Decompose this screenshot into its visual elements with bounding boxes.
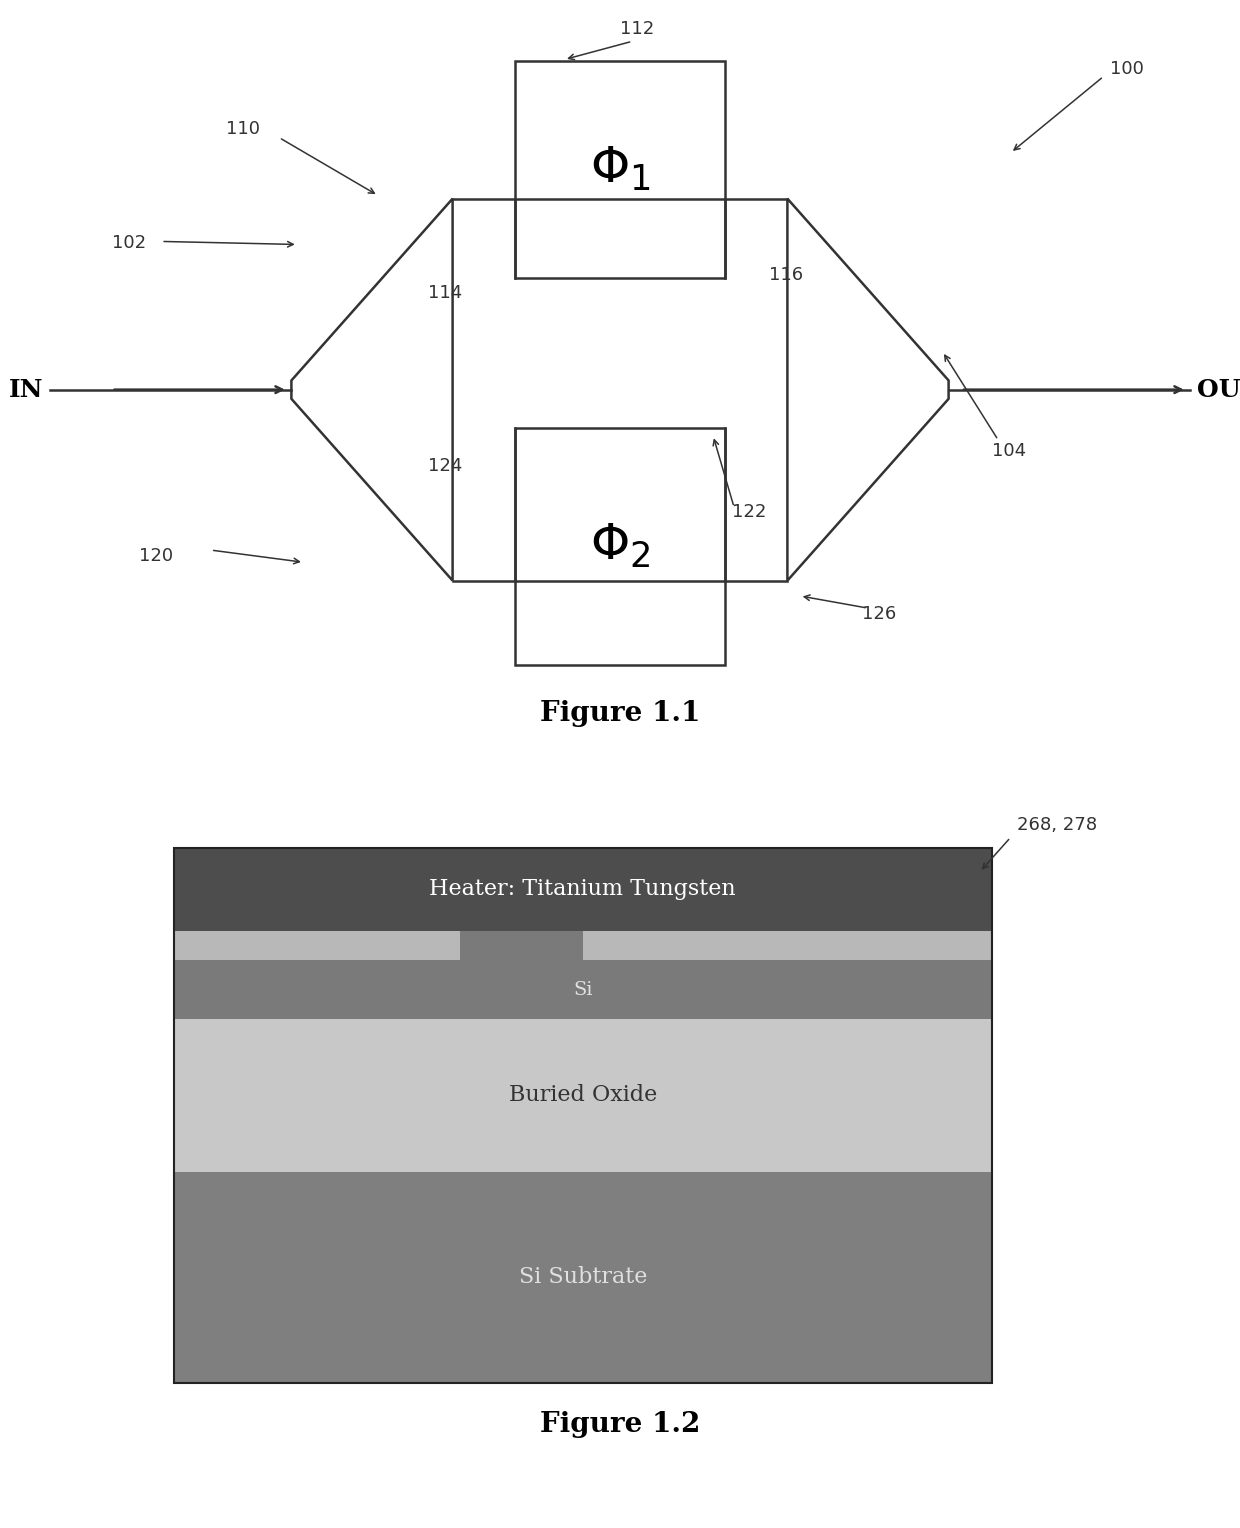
Text: 114: 114: [428, 284, 463, 303]
Text: 126: 126: [862, 605, 897, 623]
Text: 102: 102: [112, 234, 146, 252]
Text: 122: 122: [732, 503, 766, 521]
Bar: [515, 428, 725, 665]
Text: 110: 110: [227, 119, 260, 138]
Text: Heater: Titanium Tungsten: Heater: Titanium Tungsten: [429, 879, 737, 900]
Bar: [460, 931, 583, 961]
Text: 120: 120: [139, 547, 174, 565]
Bar: [174, 961, 992, 1019]
Text: IN: IN: [9, 377, 43, 402]
Text: 100: 100: [1110, 60, 1143, 78]
Bar: [174, 1172, 992, 1383]
Text: 112: 112: [620, 20, 655, 38]
Text: $\Phi_2$: $\Phi_2$: [590, 521, 650, 571]
Text: Si: Si: [573, 981, 593, 999]
Bar: [174, 1019, 992, 1172]
Bar: [174, 931, 992, 961]
Bar: [515, 61, 725, 278]
Text: 124: 124: [428, 457, 463, 475]
Text: Figure 1.2: Figure 1.2: [539, 1410, 701, 1438]
Text: Buried Oxide: Buried Oxide: [508, 1085, 657, 1106]
Bar: [174, 848, 992, 931]
Text: 116: 116: [769, 266, 804, 284]
Text: OUT: OUT: [1197, 377, 1240, 402]
Text: 268, 278: 268, 278: [1017, 816, 1097, 834]
Text: Figure 1.1: Figure 1.1: [539, 700, 701, 727]
Text: $\Phi_1$: $\Phi_1$: [589, 145, 651, 194]
Bar: [174, 848, 992, 1383]
Text: Si Subtrate: Si Subtrate: [518, 1267, 647, 1288]
Text: 104: 104: [992, 442, 1027, 460]
